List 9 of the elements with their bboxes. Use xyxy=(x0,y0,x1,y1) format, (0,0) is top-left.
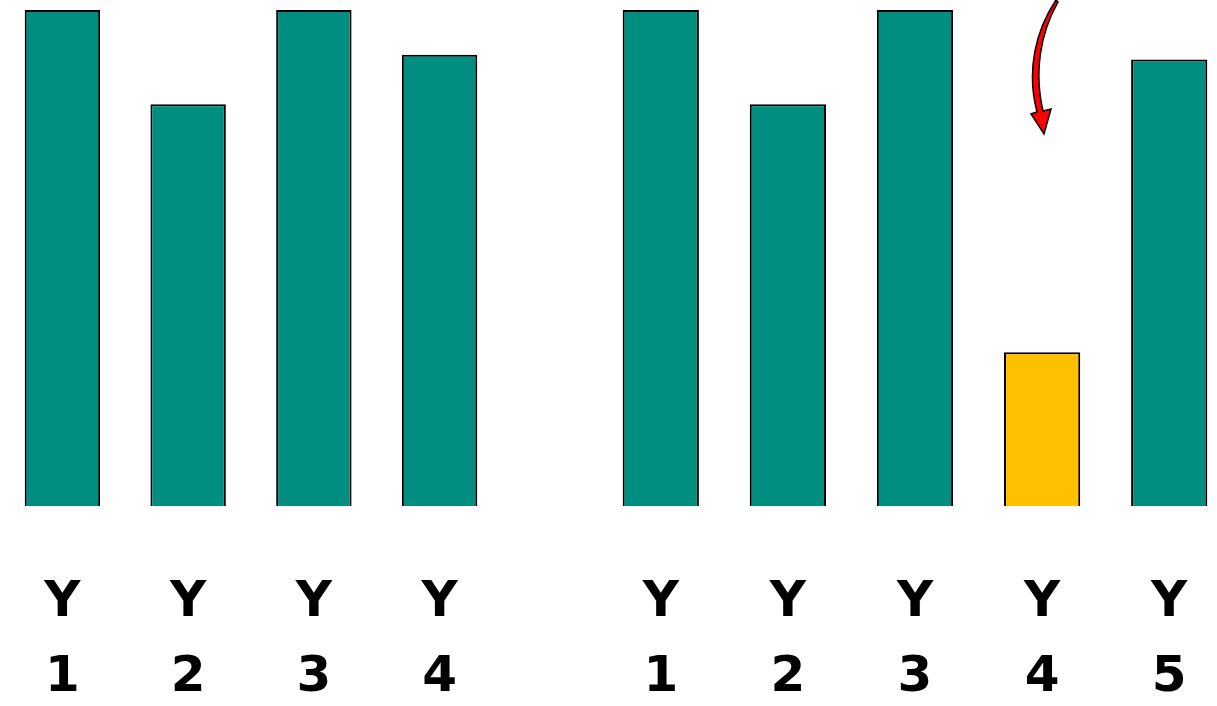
x-tick-label: Y 4 xyxy=(1023,570,1061,704)
x-tick-label: Y 3 xyxy=(895,570,934,704)
x-tick-label: Y 4 xyxy=(420,570,459,704)
x-tick-label: Y 2 xyxy=(169,570,208,704)
x-tick-label: Y 2 xyxy=(768,570,807,704)
x-tick-label: Y 1 xyxy=(43,570,82,704)
x-tick-label: Y 1 xyxy=(641,570,680,704)
x-tick-label: Y 5 xyxy=(1150,570,1189,704)
x-tick-label: Y 3 xyxy=(294,570,333,704)
